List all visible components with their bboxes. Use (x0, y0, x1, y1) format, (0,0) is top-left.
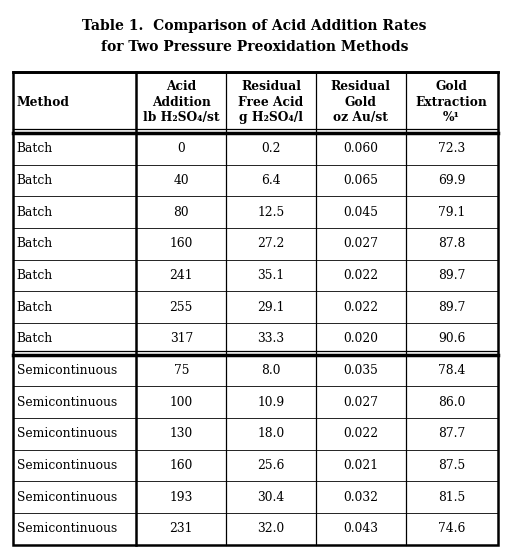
Text: Semicontinuous: Semicontinuous (17, 491, 117, 503)
Text: 80: 80 (174, 206, 189, 219)
Text: 255: 255 (169, 301, 193, 314)
Text: Batch: Batch (17, 206, 53, 219)
Text: Gold
Extraction
%¹: Gold Extraction %¹ (416, 80, 488, 124)
Bar (13, 72, 498, 544)
Text: 241: 241 (169, 269, 193, 282)
Text: 86.0: 86.0 (438, 395, 465, 409)
Text: for Two Pressure Preoxidation Methods: for Two Pressure Preoxidation Methods (101, 40, 408, 54)
Text: 72.3: 72.3 (438, 142, 465, 155)
Text: 29.1: 29.1 (258, 301, 285, 314)
Text: 0: 0 (178, 142, 185, 155)
Text: 79.1: 79.1 (438, 206, 465, 219)
Text: Semicontinuous: Semicontinuous (17, 427, 117, 440)
Text: Residual
Free Acid
g H₂SO₄/l: Residual Free Acid g H₂SO₄/l (238, 80, 304, 124)
Text: 0.027: 0.027 (343, 237, 378, 250)
Text: Semicontinuous: Semicontinuous (17, 522, 117, 535)
Text: 0.027: 0.027 (343, 395, 378, 409)
Text: 75: 75 (174, 364, 189, 377)
Text: Batch: Batch (17, 332, 53, 345)
Text: Acid
Addition
lb H₂SO₄/st: Acid Addition lb H₂SO₄/st (143, 80, 219, 124)
Text: 0.2: 0.2 (261, 142, 281, 155)
Text: 69.9: 69.9 (438, 174, 465, 187)
Text: 18.0: 18.0 (258, 427, 285, 440)
Text: 0.021: 0.021 (343, 459, 378, 472)
Text: 27.2: 27.2 (258, 237, 285, 250)
Text: Batch: Batch (17, 237, 53, 250)
Text: 10.9: 10.9 (258, 395, 285, 409)
Text: 0.022: 0.022 (343, 301, 378, 314)
Text: 12.5: 12.5 (258, 206, 285, 219)
Text: 100: 100 (169, 395, 193, 409)
Text: 35.1: 35.1 (258, 269, 285, 282)
Text: 160: 160 (169, 237, 193, 250)
Text: 89.7: 89.7 (438, 269, 465, 282)
Text: 25.6: 25.6 (258, 459, 285, 472)
Text: 0.022: 0.022 (343, 427, 378, 440)
Text: Batch: Batch (17, 142, 53, 155)
Text: 78.4: 78.4 (438, 364, 465, 377)
Text: 0.022: 0.022 (343, 269, 378, 282)
Text: 0.020: 0.020 (343, 332, 378, 345)
Text: 90.6: 90.6 (438, 332, 465, 345)
Text: 74.6: 74.6 (438, 522, 465, 535)
Text: 40: 40 (174, 174, 189, 187)
Text: Batch: Batch (17, 301, 53, 314)
Text: 8.0: 8.0 (261, 364, 281, 377)
Text: 89.7: 89.7 (438, 301, 465, 314)
Text: 87.8: 87.8 (438, 237, 465, 250)
Text: Method: Method (17, 96, 70, 109)
Text: 32.0: 32.0 (258, 522, 285, 535)
Text: 87.5: 87.5 (438, 459, 465, 472)
Text: 6.4: 6.4 (261, 174, 281, 187)
Text: 317: 317 (169, 332, 193, 345)
Text: 0.060: 0.060 (343, 142, 378, 155)
Text: 130: 130 (169, 427, 193, 440)
Text: 30.4: 30.4 (258, 491, 285, 503)
Text: Semicontinuous: Semicontinuous (17, 459, 117, 472)
Text: 0.043: 0.043 (343, 522, 378, 535)
Text: 33.3: 33.3 (258, 332, 285, 345)
Text: Residual
Gold
oz Au/st: Residual Gold oz Au/st (331, 80, 391, 124)
Text: 81.5: 81.5 (438, 491, 465, 503)
Text: 0.032: 0.032 (343, 491, 378, 503)
Text: 0.035: 0.035 (344, 364, 378, 377)
Text: 0.065: 0.065 (343, 174, 378, 187)
Text: 160: 160 (169, 459, 193, 472)
Text: Semicontinuous: Semicontinuous (17, 364, 117, 377)
Text: Batch: Batch (17, 174, 53, 187)
Text: 231: 231 (169, 522, 193, 535)
Text: 193: 193 (169, 491, 193, 503)
Text: Table 1.  Comparison of Acid Addition Rates: Table 1. Comparison of Acid Addition Rat… (82, 19, 427, 33)
Text: Semicontinuous: Semicontinuous (17, 395, 117, 409)
Text: Batch: Batch (17, 269, 53, 282)
Text: 0.045: 0.045 (343, 206, 378, 219)
Text: 87.7: 87.7 (438, 427, 465, 440)
